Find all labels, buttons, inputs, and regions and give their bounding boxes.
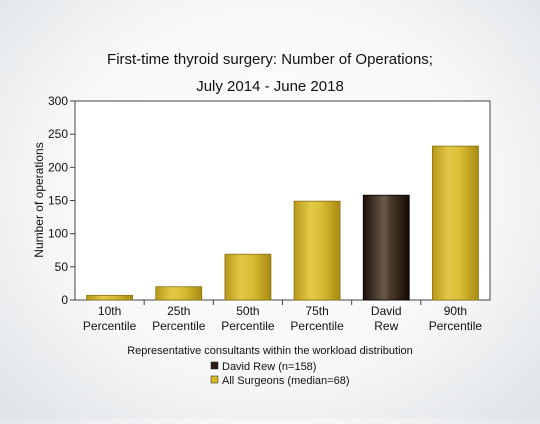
x-tick-label: David Rew bbox=[371, 304, 402, 333]
y-tick-label: 0 bbox=[61, 293, 68, 307]
x-axis: 10th Percentile 25th Percentile 50th Percenti… bbox=[83, 300, 483, 333]
chart-title: First-time thyroid surgery: Number of Op… bbox=[107, 51, 433, 95]
plot-area bbox=[74, 100, 491, 301]
bars bbox=[86, 145, 479, 301]
bar bbox=[155, 286, 203, 301]
bar bbox=[86, 294, 133, 301]
bar bbox=[224, 253, 272, 301]
x-axis-label: Representative consultants within the wo… bbox=[127, 345, 413, 357]
x-tick-label: 10th Percentile bbox=[83, 304, 137, 333]
y-axis-label: Number of operations bbox=[32, 142, 46, 257]
legend-label: All Surgeons (median=68) bbox=[222, 375, 350, 387]
y-tick-label: 150 bbox=[48, 194, 68, 208]
x-tick-label: 90th Percentile bbox=[429, 304, 483, 333]
legend: David Rew (n=158) All Surgeons (median=68… bbox=[210, 361, 350, 387]
y-tick-label: 250 bbox=[48, 127, 68, 141]
x-tick-label: 50th Percentile bbox=[221, 304, 275, 333]
chart-title-line-1: First-time thyroid surgery: Number of Op… bbox=[107, 51, 433, 68]
y-tick-label: 50 bbox=[55, 260, 69, 274]
bar bbox=[293, 200, 341, 301]
legend-swatch bbox=[210, 361, 219, 370]
y-tick-label: 200 bbox=[48, 160, 68, 174]
x-tick-label: 25th Percentile bbox=[152, 304, 206, 333]
y-axis: 0 50 100 150 200 250 300 bbox=[48, 94, 75, 307]
y-tick-label: 100 bbox=[48, 227, 68, 241]
y-tick-label: 300 bbox=[48, 94, 68, 108]
bar bbox=[432, 145, 479, 301]
legend-label: David Rew (n=158) bbox=[222, 361, 316, 373]
bar bbox=[362, 194, 410, 301]
chart-title-line-2: July 2014 - June 2018 bbox=[196, 78, 344, 95]
x-tick-label: 75th Percentile bbox=[290, 304, 344, 333]
legend-swatch bbox=[210, 375, 219, 384]
